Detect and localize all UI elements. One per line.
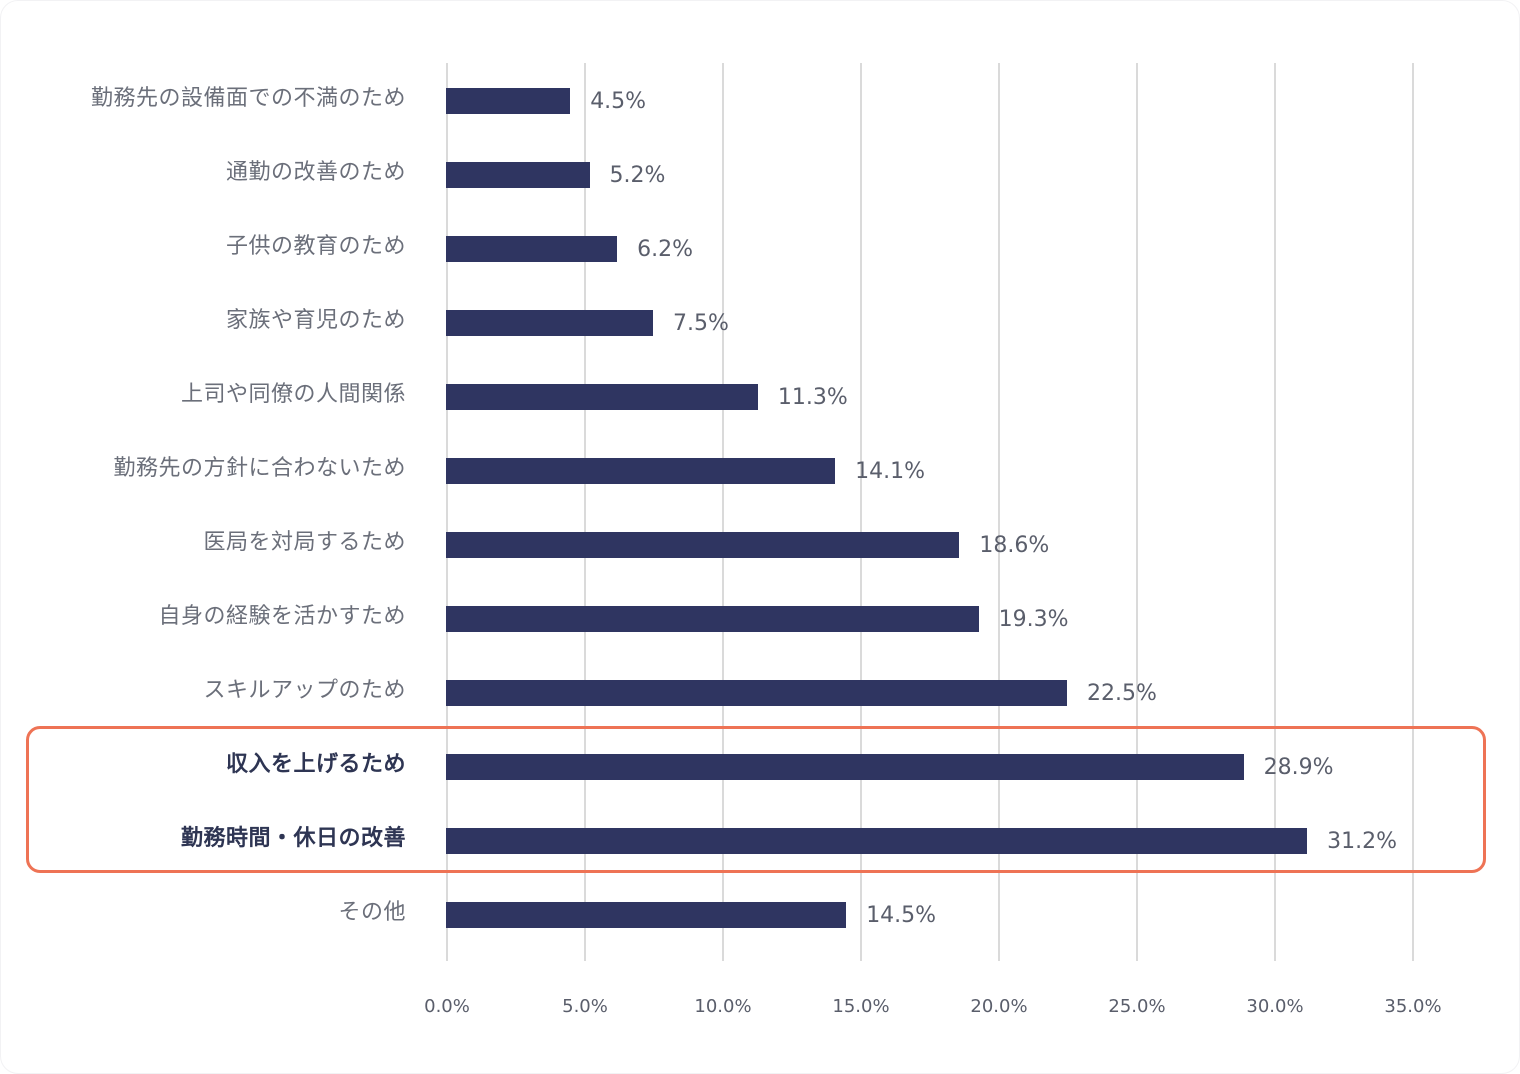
value-label: 19.3% (998, 607, 1069, 632)
value-label: 31.2% (1327, 829, 1397, 854)
gridline (446, 63, 448, 961)
gridline (1412, 63, 1414, 961)
bar (446, 606, 979, 632)
x-axis-tick-label: 5.0% (562, 996, 608, 1017)
value-label: 22.5% (1087, 681, 1157, 706)
category-label: 家族や育児のため (225, 308, 406, 333)
bar-row: 子供の教育のため 6.2% (0, 234, 1520, 262)
value-label: 6.2% (637, 237, 694, 262)
bar (446, 532, 960, 558)
bar (446, 680, 1067, 706)
category-label: 勤務先の設備面での不満のため (90, 86, 406, 111)
bar-row: 自身の経験を活かすため 19.3% (0, 604, 1520, 632)
bar-row: スキルアップのため 22.5% (0, 678, 1520, 706)
x-axis-tick-label: 25.0% (1108, 996, 1166, 1017)
bar-row: 医局を対局するため 18.6% (0, 530, 1520, 558)
category-label: 収入を上げるため (225, 752, 406, 777)
gridline (860, 63, 862, 961)
bar-row: 勤務先の設備面での不満のため 4.5% (0, 86, 1520, 114)
category-label: その他 (338, 900, 406, 925)
gridline (1274, 63, 1276, 961)
x-axis-tick-label: 15.0% (832, 996, 890, 1017)
gridline (722, 63, 724, 961)
value-label: 5.2% (609, 163, 666, 188)
x-axis-tick-label: 35.0% (1384, 996, 1442, 1017)
x-axis-tick-label: 20.0% (970, 996, 1028, 1017)
bar-row: 勤務時間・休日の改善 31.2% (0, 826, 1520, 854)
bar (446, 88, 571, 114)
gridline (1136, 63, 1138, 961)
category-label: 上司や同僚の人間関係 (180, 382, 406, 407)
bar-row: 通勤の改善のため 5.2% (0, 160, 1520, 188)
bar-row: 収入を上げるため 28.9% (0, 752, 1520, 780)
value-label: 18.6% (979, 533, 1050, 558)
x-axis-tick-label: 0.0% (424, 996, 470, 1017)
value-label: 14.1% (855, 459, 926, 484)
bar-row: 上司や同僚の人間関係 11.3% (0, 382, 1520, 410)
x-axis-tick-label: 30.0% (1246, 996, 1304, 1017)
bar-row: その他 14.5% (0, 900, 1520, 928)
value-label: 28.9% (1263, 755, 1334, 780)
value-label: 14.5% (866, 903, 937, 928)
value-label: 7.5% (673, 311, 729, 336)
bar (446, 754, 1244, 780)
bar-row: 勤務先の方針に合わないため 14.1% (0, 456, 1520, 484)
bar (446, 384, 758, 410)
category-label: 通勤の改善のため (225, 160, 406, 185)
category-label: 子供の教育のため (225, 234, 406, 259)
bar (446, 162, 590, 188)
bar (446, 902, 847, 928)
bar (446, 310, 653, 336)
bar (446, 236, 618, 262)
value-label: 4.5% (590, 89, 647, 114)
x-axis-tick-label: 10.0% (694, 996, 752, 1017)
category-label: 勤務先の方針に合わないため (113, 456, 406, 481)
category-label: スキルアップのため (203, 678, 406, 703)
category-label: 勤務時間・休日の改善 (180, 826, 406, 851)
category-label: 医局を対局するため (203, 530, 406, 555)
bar (446, 458, 836, 484)
category-label: 自身の経験を活かすため (158, 604, 406, 629)
value-label: 11.3% (777, 385, 848, 410)
bar-row: 家族や育児のため 7.5% (0, 308, 1520, 336)
bar (446, 828, 1308, 854)
gridline (998, 63, 1000, 961)
gridline (584, 63, 586, 961)
